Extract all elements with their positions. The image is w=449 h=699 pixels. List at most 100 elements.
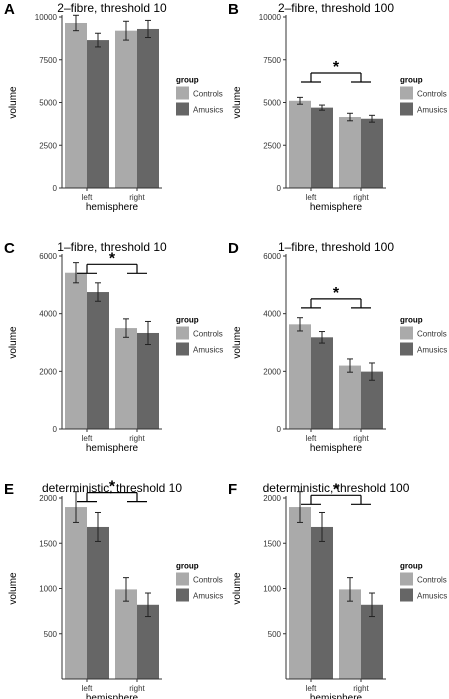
x-axis-title: hemisphere xyxy=(310,202,363,213)
legend-label-amusics: Amusics xyxy=(417,106,447,115)
y-tick-label: 1000 xyxy=(263,585,281,594)
significance-star: * xyxy=(333,481,340,498)
bar-amusics-left xyxy=(87,40,109,189)
panel-d: D 1–fibre, threshold 100 0 2000 4000 6000 left… xyxy=(228,240,447,454)
significance-star: * xyxy=(333,59,340,76)
legend-swatch-amusics xyxy=(176,588,189,602)
legend: group Controls Amusics xyxy=(400,76,447,116)
legend-swatch-controls xyxy=(176,326,189,340)
legend-label-controls: Controls xyxy=(193,90,223,99)
y-tick-label: 0 xyxy=(277,425,282,434)
x-tick-label: left xyxy=(306,434,317,443)
y-axis-title: volume xyxy=(232,86,243,119)
legend-title: group xyxy=(176,76,199,85)
y-tick-label: 2000 xyxy=(39,494,57,503)
legend-swatch-controls xyxy=(400,572,413,586)
x-axis-title: hemisphere xyxy=(310,693,363,699)
legend-swatch-controls xyxy=(400,86,413,100)
bar-amusics-left xyxy=(87,526,109,679)
bar-controls-right xyxy=(115,30,137,189)
y-tick-label: 2000 xyxy=(263,494,281,503)
y-axis-title: volume xyxy=(8,326,19,359)
y-tick-label: 5000 xyxy=(39,99,57,108)
chart-title: 2–fibre, threshold 10 xyxy=(57,1,167,15)
significance-bracket: * xyxy=(77,479,147,503)
significance-star: * xyxy=(109,479,116,496)
x-tick-label: left xyxy=(306,684,317,693)
chart-title: 2–fibre, threshold 100 xyxy=(278,1,394,15)
y-tick-label: 500 xyxy=(44,630,58,639)
x-tick-label: right xyxy=(129,684,145,693)
legend-title: group xyxy=(176,316,199,325)
legend-label-amusics: Amusics xyxy=(417,592,447,601)
y-axis-title: volume xyxy=(232,572,243,605)
legend-swatch-amusics xyxy=(176,342,189,356)
y-tick-label: 2500 xyxy=(263,141,281,150)
legend-label-controls: Controls xyxy=(193,576,223,585)
significance-bracket: * xyxy=(301,59,371,83)
bar-amusics-right xyxy=(361,371,383,429)
legend-swatch-amusics xyxy=(400,102,413,116)
bar-amusics-left xyxy=(311,107,333,188)
bar-amusics-left xyxy=(87,292,109,429)
y-axis-title: volume xyxy=(232,326,243,359)
bar-amusics-right xyxy=(137,332,159,429)
legend-label-controls: Controls xyxy=(417,576,447,585)
bar-controls-right xyxy=(339,117,361,188)
y-tick-label: 0 xyxy=(53,425,58,434)
y-tick-label: 4000 xyxy=(39,310,57,319)
x-tick-label: right xyxy=(353,434,369,443)
legend-label-controls: Controls xyxy=(193,330,223,339)
x-tick-label: left xyxy=(82,434,93,443)
significance-bracket: * xyxy=(301,481,371,505)
bar-controls-left xyxy=(289,100,311,188)
panel-label: C xyxy=(4,240,15,257)
panel-c: C 1–fibre, threshold 10 0 2000 4000 6000 left r… xyxy=(4,240,223,454)
significance-bracket: * xyxy=(77,250,147,274)
y-tick-label: 1500 xyxy=(39,539,57,548)
legend-label-controls: Controls xyxy=(417,90,447,99)
legend-title: group xyxy=(400,76,423,85)
bar-controls-left xyxy=(65,22,87,188)
y-tick-label: 1500 xyxy=(263,539,281,548)
panel-label: D xyxy=(228,240,239,257)
legend: group Controls Amusics xyxy=(176,562,223,602)
legend-swatch-controls xyxy=(176,572,189,586)
y-tick-label: 2500 xyxy=(39,141,57,150)
legend-label-amusics: Amusics xyxy=(193,592,223,601)
y-tick-label: 2000 xyxy=(39,367,57,376)
y-tick-label: 7500 xyxy=(39,56,57,65)
bar-controls-right xyxy=(339,589,361,679)
bar-controls-left xyxy=(289,324,311,429)
bar-controls-right xyxy=(115,328,137,429)
legend: group Controls Amusics xyxy=(400,562,447,602)
y-tick-label: 5000 xyxy=(263,99,281,108)
y-tick-label: 4000 xyxy=(263,310,281,319)
panel-label: A xyxy=(4,1,15,18)
legend-swatch-controls xyxy=(400,326,413,340)
legend-title: group xyxy=(400,316,423,325)
legend-label-amusics: Amusics xyxy=(193,106,223,115)
x-tick-label: left xyxy=(306,193,317,202)
bar-amusics-right xyxy=(361,118,383,188)
significance-star: * xyxy=(109,250,116,267)
bar-amusics-right xyxy=(137,604,159,679)
legend-swatch-amusics xyxy=(176,102,189,116)
y-tick-label: 0 xyxy=(53,184,58,193)
y-tick-label: 10000 xyxy=(35,13,58,22)
legend-swatch-amusics xyxy=(400,342,413,356)
x-tick-label: left xyxy=(82,684,93,693)
bar-amusics-right xyxy=(137,28,159,188)
x-axis-title: hemisphere xyxy=(86,693,139,699)
x-axis-title: hemisphere xyxy=(86,443,139,454)
x-axis-title: hemisphere xyxy=(310,443,363,454)
panel-b: B 2–fibre, threshold 100 0 2500 5000 7500 1000… xyxy=(228,1,447,213)
y-tick-label: 6000 xyxy=(39,252,57,261)
chart-title: 1–fibre, threshold 10 xyxy=(57,240,167,254)
x-tick-label: right xyxy=(129,434,145,443)
bar-amusics-left xyxy=(311,526,333,679)
y-tick-label: 500 xyxy=(268,630,282,639)
panel-label: B xyxy=(228,1,239,18)
